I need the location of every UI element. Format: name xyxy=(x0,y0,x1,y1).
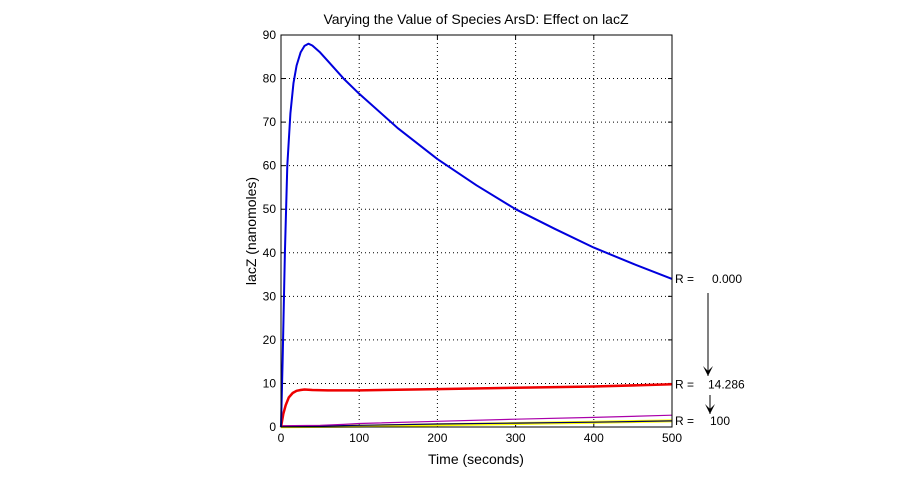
annotation-label-1: R = xyxy=(675,377,694,391)
annotations: R = 0.000 R = 14.286 R = 100 xyxy=(675,272,745,428)
annotation-arrows xyxy=(703,293,715,414)
series-line-0 xyxy=(280,42,673,428)
annotation-value-1: 14.286 xyxy=(708,377,745,391)
x-tick-label: 0 xyxy=(278,431,285,445)
annotation-label-0: R = xyxy=(675,272,694,286)
x-tick-label: 200 xyxy=(427,431,447,445)
y-tick-label: 50 xyxy=(263,202,277,216)
y-tick-label: 30 xyxy=(263,289,277,303)
y-tick-label: 10 xyxy=(263,376,277,390)
x-tick-label: 100 xyxy=(349,431,369,445)
series-line-1 xyxy=(279,383,673,428)
y-tick-label: 20 xyxy=(263,333,277,347)
y-tick-label: 90 xyxy=(263,28,277,42)
plot-frame xyxy=(280,34,673,428)
x-tick-label: 400 xyxy=(584,431,604,445)
arrow-1-head xyxy=(703,366,713,376)
grid xyxy=(281,35,672,427)
series-line-3 xyxy=(280,420,673,428)
arrow-2-head xyxy=(705,404,715,414)
y-tick-label: 0 xyxy=(269,420,276,434)
annotation-label-2: R = xyxy=(675,414,694,428)
series-lines xyxy=(279,42,673,429)
x-tick-label: 300 xyxy=(506,431,526,445)
chart-title: Varying the Value of Species ArsD: Effec… xyxy=(323,11,628,27)
x-axis-label: Time (seconds) xyxy=(428,451,524,467)
annotation-value-0: 0.000 xyxy=(712,272,742,286)
annotation-value-2: 100 xyxy=(710,414,730,428)
y-tick-label: 60 xyxy=(263,159,277,173)
y-tick-label: 80 xyxy=(263,72,277,86)
y-axis-label: lacZ (nanomoles) xyxy=(243,177,259,285)
series-line-2 xyxy=(280,414,673,427)
x-tick-label: 500 xyxy=(662,431,682,445)
y-tick-label: 40 xyxy=(263,246,277,260)
y-tick-label: 70 xyxy=(263,115,277,129)
